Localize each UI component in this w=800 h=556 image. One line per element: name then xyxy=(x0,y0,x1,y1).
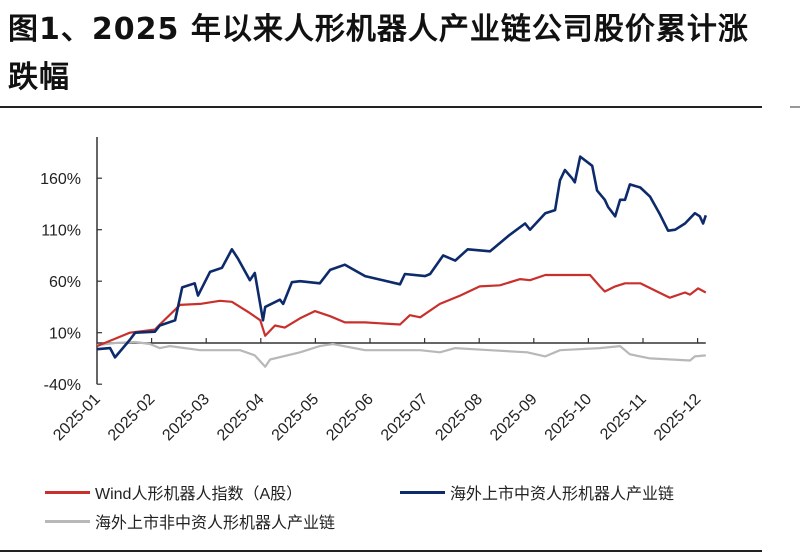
y-tick-label: 10% xyxy=(49,326,81,343)
series-line-0 xyxy=(96,273,707,348)
top-divider xyxy=(0,106,762,108)
x-tick-label: 2025-06 xyxy=(323,391,377,445)
legend-swatch-navy xyxy=(400,490,445,494)
x-tick-label: 2025-09 xyxy=(487,391,541,445)
series-line-2 xyxy=(96,340,706,368)
legend-label: 海外上市非中资人形机器人产业链 xyxy=(95,515,336,532)
x-tick-label: 2025-05 xyxy=(269,391,323,445)
legend-label: 海外上市中资人形机器人产业链 xyxy=(450,486,675,503)
legend-item-overseas-chinese: 海外上市中资人形机器人产业链 xyxy=(400,480,674,504)
legend-swatch-red xyxy=(45,490,90,494)
y-tick-label: -40% xyxy=(44,377,81,394)
x-tick-label: 2025-01 xyxy=(50,391,104,445)
legend-label: Wind人形机器人指数（A股） xyxy=(95,486,303,503)
legend-swatch-gray xyxy=(45,519,90,523)
legend-item-wind: Wind人形机器人指数（A股） xyxy=(45,480,302,504)
x-tick-label: 2025-04 xyxy=(214,391,268,445)
legend-item-overseas-nonchinese: 海外上市非中资人形机器人产业链 xyxy=(45,509,335,533)
y-tick-label: 60% xyxy=(49,274,81,291)
x-tick-label: 2025-07 xyxy=(378,391,432,445)
top-divider-right xyxy=(790,106,800,108)
x-tick-label: 2025-03 xyxy=(159,391,213,445)
x-tick-label: 2025-12 xyxy=(651,391,705,445)
bottom-divider xyxy=(0,550,762,552)
y-tick-label: 110% xyxy=(41,223,81,240)
y-tick-label: 160% xyxy=(40,171,81,188)
x-tick-label: 2025-08 xyxy=(432,391,486,445)
series-line-1 xyxy=(96,155,708,359)
x-tick-label: 2025-10 xyxy=(542,391,596,445)
x-tick-label: 2025-11 xyxy=(597,391,650,444)
x-tick-label: 2025-02 xyxy=(105,391,159,445)
chart-title: 图1、2025 年以来人形机器人产业链公司股价累计涨跌幅 xyxy=(8,12,749,95)
